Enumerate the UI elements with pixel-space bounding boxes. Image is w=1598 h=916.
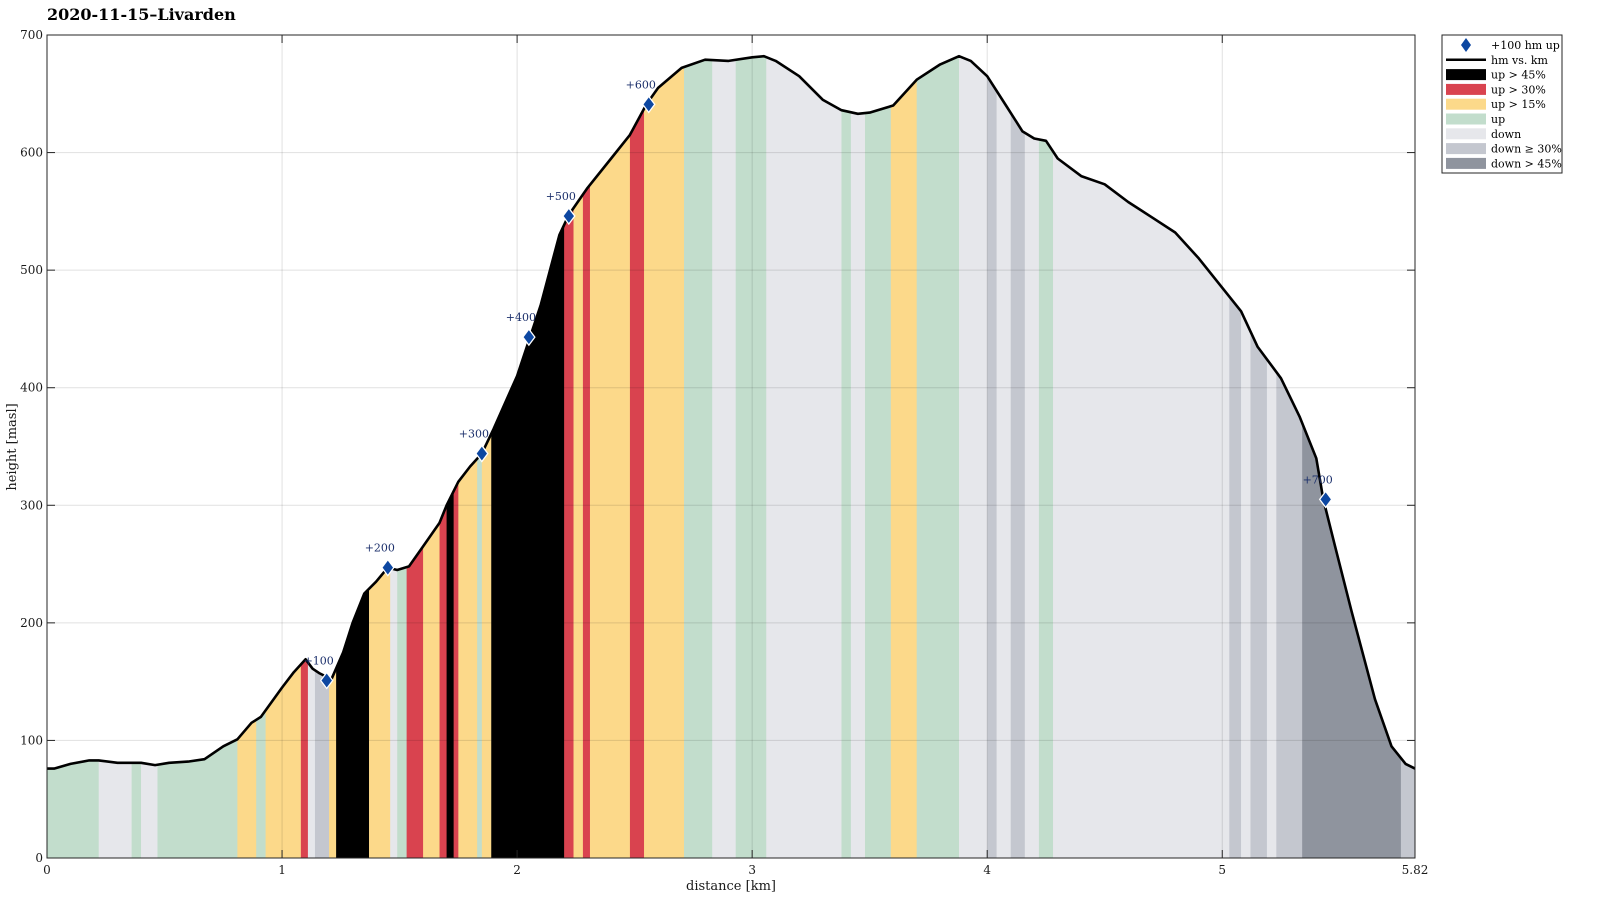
- hm-marker-label: +100: [304, 654, 334, 667]
- x-tick-label: 5.82: [1402, 863, 1429, 877]
- segment-up30: [629, 56, 645, 858]
- segment-up30: [564, 56, 574, 858]
- hm-marker-diamond: [381, 558, 395, 577]
- segment-down: [850, 56, 866, 858]
- x-tick-label: 3: [748, 863, 756, 877]
- legend-label: up > 30%: [1491, 83, 1546, 96]
- segment-down: [1266, 56, 1277, 858]
- segment-up: [735, 56, 767, 858]
- hm-marker-diamond: [562, 206, 576, 226]
- x-tick-label: 0: [43, 863, 51, 877]
- segment-up: [916, 56, 960, 858]
- segment-down: [996, 56, 1012, 858]
- axes-frame: [46, 34, 1416, 859]
- x-tick-label: 2: [513, 863, 521, 877]
- y-tick-label: 500: [20, 263, 43, 277]
- hm-marker-label: +400: [506, 311, 536, 324]
- segment-up15: [589, 56, 631, 858]
- legend-label: hm vs. km: [1491, 54, 1549, 67]
- segment-up15: [573, 56, 584, 858]
- x-tick-label: 1: [278, 863, 286, 877]
- grid-lines: [47, 35, 1415, 858]
- legend-swatch-up: [1446, 113, 1486, 125]
- legend-swatch-down45: [1446, 157, 1486, 169]
- legend-swatch-up15: [1446, 98, 1486, 110]
- segment-down30: [1010, 56, 1026, 858]
- legend-label: down > 45%: [1491, 157, 1562, 170]
- legend-label: +100 hm up: [1491, 39, 1560, 52]
- chart-title: 2020-11-15–Livarden: [47, 5, 236, 24]
- legend-swatch-up45: [1446, 69, 1486, 81]
- y-tick-label: 600: [20, 146, 43, 160]
- hm-marker-diamond: [522, 328, 536, 347]
- legend-label: down ≥ 30%: [1491, 143, 1562, 156]
- segment-up: [841, 56, 852, 858]
- segment-down30: [987, 56, 998, 858]
- hm-marker-label: +200: [365, 542, 395, 555]
- segment-up15: [481, 56, 492, 858]
- hm-marker-diamond: [475, 444, 489, 463]
- legend-label: up > 45%: [1491, 69, 1546, 82]
- hm-marker-label: +300: [459, 428, 489, 441]
- legend-swatch-up30: [1446, 83, 1486, 95]
- x-tick-label: 5: [1218, 863, 1226, 877]
- hm-marker-diamond: [1318, 490, 1333, 509]
- segment-down: [959, 56, 988, 858]
- hm-marker-label: +700: [1303, 473, 1333, 486]
- legend-marker-icon: [1461, 38, 1471, 52]
- segment-up15: [644, 56, 685, 858]
- hm-markers: +100 +200 +300 +400 +500 +600 +700: [304, 78, 1333, 690]
- axis-ticks: 0 1 2 3 4 5 5.82 0 100 200 300 400 500 600 700: [20, 28, 1428, 877]
- legend-label: up > 15%: [1491, 98, 1546, 111]
- hm-marker-label: +500: [546, 190, 576, 203]
- hm-marker-diamond: [319, 671, 334, 690]
- y-tick-label: 100: [20, 733, 43, 747]
- legend-swatch-down: [1446, 128, 1486, 140]
- y-axis-label: height [masl]: [5, 403, 20, 490]
- y-tick-label: 300: [20, 498, 43, 512]
- x-axis-label: distance [km]: [686, 879, 776, 894]
- y-tick-label: 0: [35, 851, 43, 865]
- hm-marker-diamond: [641, 95, 656, 114]
- y-tick-label: 700: [20, 28, 43, 42]
- legend: +100 hm up hm vs. km up > 45%up > 30% up > …: [1441, 34, 1563, 174]
- legend-label: up: [1491, 113, 1505, 126]
- segment-up: [864, 56, 892, 858]
- y-tick-label: 400: [20, 381, 43, 395]
- y-tick-label: 200: [20, 616, 43, 630]
- hm-marker-label: +600: [626, 78, 656, 91]
- segment-down: [1241, 56, 1251, 858]
- segment-up15: [890, 56, 918, 858]
- legend-swatch-down30: [1446, 143, 1486, 155]
- x-tick-label: 4: [983, 863, 991, 877]
- segment-down: [766, 56, 842, 858]
- legend-label: down: [1491, 128, 1521, 141]
- segment-up: [683, 56, 713, 858]
- segment-down: [1024, 56, 1040, 858]
- segment-up: [1038, 56, 1054, 858]
- segment-up30: [582, 56, 591, 858]
- segment-down: [712, 56, 737, 858]
